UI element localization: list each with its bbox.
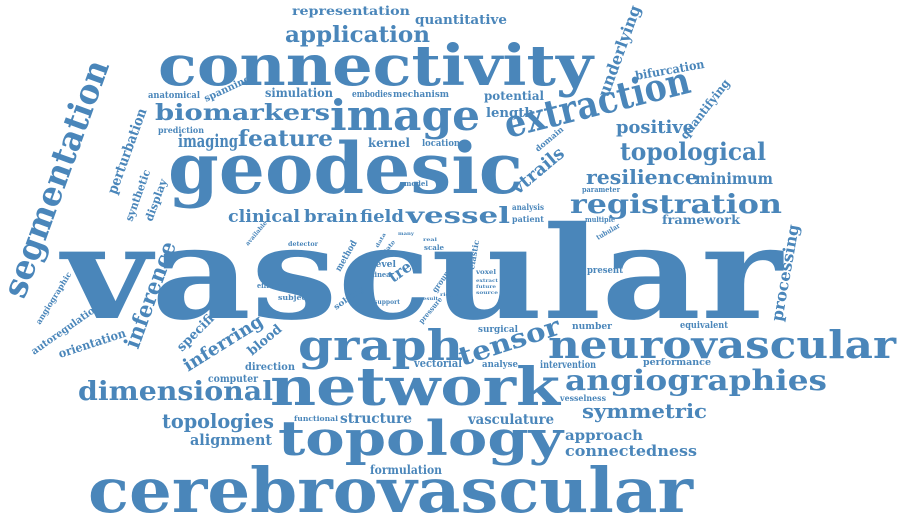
word-structure: structure [340,411,412,427]
word-angiographies: angiographies [565,364,827,397]
word-level: level [372,260,397,270]
word-length: length [486,106,535,121]
word-result: result [420,296,439,302]
word-network: network [270,357,561,418]
word-application: application [285,22,430,48]
word-clinical: clinical [228,207,301,227]
word-intervention: intervention [540,360,597,371]
word-approach: approach [565,428,643,444]
word-minimum: minimum [695,169,773,188]
word-positive: positive [616,117,694,138]
word-dimensional: dimensional [78,377,273,407]
word-ridge: ridge [440,292,458,298]
word-vessel: vessel [405,203,510,229]
word-simulation: simulation [265,86,333,100]
word-present: present [587,266,624,276]
word-computer: computer [208,374,259,385]
word-topological: topological [620,137,766,166]
word-surgical: surgical [478,325,519,335]
word-formulation: formulation [370,463,442,477]
word-detector: detector [288,241,319,248]
word-analyse: analyse [482,360,518,370]
word-source: source [476,290,498,296]
word-symmetric: symmetric [582,399,707,423]
word-direction: direction [245,362,296,373]
word-mechanism: mechanism [393,90,449,100]
word-vasculature: vasculature [467,412,554,428]
word-biomarkers: biomarkers [155,100,330,126]
word-graph: graph [298,321,463,370]
word-anatomical: anatomical [148,91,201,101]
word-connectivity: connectivity [158,33,595,99]
word-representation: representation [292,4,410,18]
word-kernel: kernel [368,136,410,150]
word-voxel: voxel [475,269,497,276]
word-prediction: prediction [158,125,204,135]
word-framework: framework [662,213,741,227]
word-real: real [423,237,437,243]
word-equivalent: equivalent [680,321,729,331]
word-alignment: alignment [190,431,272,449]
word-connectedness: connectedness [565,442,697,460]
word-topology: topology [278,411,566,467]
word-neurovascular: neurovascular [548,322,897,367]
word-support: support [374,299,400,306]
word-field: field [360,207,404,227]
word-performance: performance [643,358,711,368]
word-functional: functional [294,414,338,423]
word-scale: scale [424,243,445,252]
word-extract: extract [476,278,499,284]
word-future: future [476,284,496,290]
word-model: model [404,179,428,188]
word-cerebrovascular: cerebrovascular [88,454,694,525]
word-subject: subject [278,293,311,302]
word-linear: linear [372,270,394,279]
word-vascular: vascular [58,199,783,349]
word-imaging: imaging [178,131,238,152]
word-number: number [572,322,612,332]
word-vesselness: vesselness [559,393,606,403]
word-many: many [398,231,415,237]
word-patient: patient [512,214,544,224]
word-vectorial: vectorial [413,357,462,370]
word-quantitative: quantitative [415,13,507,28]
word-topologies: topologies [162,409,274,433]
word-parameter: parameter [582,185,620,194]
word-brain: brain [304,207,358,227]
word-location: location [422,139,460,149]
word-resilience: resilience [586,165,698,189]
word-analysis: analysis [512,202,544,212]
word-multiple: multiple [585,215,615,224]
word-geodesic: geodesic [168,127,523,210]
word-registration: registration [570,190,782,220]
word-efficient: efficient [257,281,288,290]
word-image: image [330,91,480,140]
word-embodies: embodies [352,90,392,100]
word-feature: feature [238,126,333,152]
word-potential: potential [484,89,544,103]
